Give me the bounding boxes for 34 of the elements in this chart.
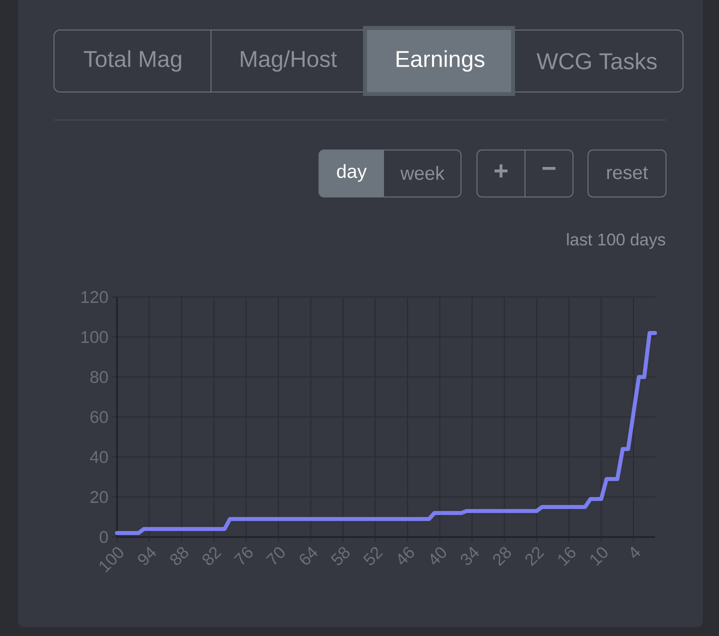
x-tick-label: 70	[266, 547, 285, 565]
chart-subtitle: last 100 days	[567, 233, 666, 249]
x-tick-label: 94	[138, 546, 156, 565]
text: Mag/Host	[240, 50, 337, 72]
y-tick-label: 60	[90, 410, 108, 423]
x-tick-label: 10	[590, 547, 608, 566]
x-tick-label: 4	[630, 546, 640, 558]
text: reset	[607, 166, 648, 180]
line-series	[115, 330, 657, 535]
x-tick-label: 52	[363, 547, 383, 566]
y-tick-label: 80	[90, 370, 108, 383]
x-tick-label: 88	[170, 547, 188, 566]
text: Earnings	[396, 50, 484, 72]
x-tick-label: 34	[460, 546, 479, 566]
y-tick-label: 40	[90, 450, 108, 463]
x-tick-label: 76	[234, 547, 253, 565]
text: Total Mag	[84, 50, 182, 72]
text: WCG Tasks	[536, 52, 657, 70]
y-tick-label: 0	[100, 530, 108, 543]
x-tick-label: 82	[202, 547, 222, 566]
x-tick-label: 16	[558, 547, 576, 566]
text: day	[337, 164, 367, 182]
x-tick-label: 64	[300, 546, 318, 565]
text: −	[542, 166, 556, 170]
y-tick-label: 120	[82, 290, 108, 303]
x-tick-label: 28	[493, 547, 511, 566]
y-tick-label: 100	[82, 330, 108, 343]
text: +	[494, 164, 508, 178]
x-tick-label: 22	[525, 547, 544, 566]
text: week	[400, 166, 445, 180]
x-tick-label: 58	[330, 547, 350, 566]
y-tick-label: 20	[90, 490, 108, 503]
x-tick-label: 46	[398, 547, 414, 565]
x-tick-label: 40	[430, 547, 446, 565]
